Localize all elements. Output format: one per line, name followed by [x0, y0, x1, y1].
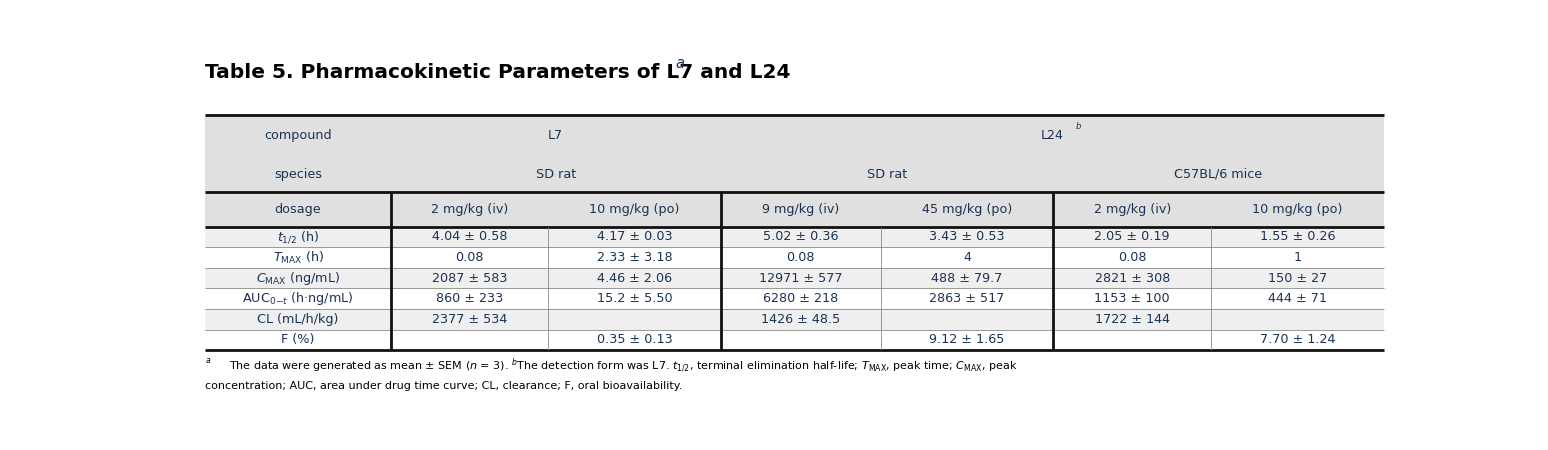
Bar [206, 268, 1384, 288]
Text: SD rat: SD rat [536, 168, 576, 180]
Text: 7.70 ± 1.24: 7.70 ± 1.24 [1260, 333, 1334, 346]
Bar [206, 309, 1384, 330]
Text: 2087 ± 583: 2087 ± 583 [432, 272, 508, 284]
Text: 1.55 ± 0.26: 1.55 ± 0.26 [1260, 230, 1334, 243]
Text: $\rm AUC_{0\!-\!{\it t}}$ (h·ng/mL): $\rm AUC_{0\!-\!{\it t}}$ (h·ng/mL) [241, 290, 354, 307]
Bar [206, 226, 1384, 247]
Text: 4.17 ± 0.03: 4.17 ± 0.03 [596, 230, 672, 243]
Text: $^a$: $^a$ [206, 356, 212, 366]
Text: 4.46 ± 2.06: 4.46 ± 2.06 [598, 272, 672, 284]
Text: 6280 ± 218: 6280 ± 218 [763, 292, 839, 305]
Text: 2863 ± 517: 2863 ± 517 [929, 292, 1005, 305]
Text: b: b [1076, 122, 1082, 131]
Text: 0.35 ± 0.13: 0.35 ± 0.13 [596, 333, 672, 346]
Text: F (%): F (%) [282, 333, 314, 346]
Text: 488 ± 79.7: 488 ± 79.7 [932, 272, 1003, 284]
Text: SD rat: SD rat [867, 168, 907, 180]
Text: 444 ± 71: 444 ± 71 [1268, 292, 1327, 305]
Text: 2 mg/kg (iv): 2 mg/kg (iv) [430, 203, 508, 216]
Text: 1426 ± 48.5: 1426 ± 48.5 [762, 313, 841, 326]
Text: 2.33 ± 3.18: 2.33 ± 3.18 [596, 251, 672, 264]
Text: 2.05 ± 0.19: 2.05 ± 0.19 [1094, 230, 1170, 243]
Text: 15.2 ± 5.50: 15.2 ± 5.50 [596, 292, 672, 305]
Text: $C_{\rm MAX}$ (ng/mL): $C_{\rm MAX}$ (ng/mL) [255, 270, 341, 287]
Text: L24: L24 [1040, 129, 1063, 142]
Bar [206, 330, 1384, 350]
Text: $T_{\rm MAX}$ (h): $T_{\rm MAX}$ (h) [272, 249, 324, 266]
Text: 1722 ± 144: 1722 ± 144 [1094, 313, 1170, 326]
Text: 12971 ± 577: 12971 ± 577 [759, 272, 842, 284]
Text: L7: L7 [548, 129, 563, 142]
Text: 45 mg/kg (po): 45 mg/kg (po) [923, 203, 1012, 216]
Text: a: a [676, 56, 684, 72]
Text: 2 mg/kg (iv): 2 mg/kg (iv) [1093, 203, 1170, 216]
Text: concentration; AUC, area under drug time curve; CL, clearance; F, oral bioavaila: concentration; AUC, area under drug time… [206, 382, 683, 392]
Text: 10 mg/kg (po): 10 mg/kg (po) [1252, 203, 1342, 216]
Text: CL (mL/h/kg): CL (mL/h/kg) [257, 313, 339, 326]
Text: The data were generated as mean $\pm$ SEM ($n$ = 3). $^b$The detection form was : The data were generated as mean $\pm$ SE… [229, 356, 1019, 375]
Text: species: species [274, 168, 322, 180]
Text: compound: compound [265, 129, 331, 142]
Bar [206, 115, 1384, 226]
Text: 2821 ± 308: 2821 ± 308 [1094, 272, 1170, 284]
Text: C57BL/6 mice: C57BL/6 mice [1175, 168, 1263, 180]
Text: 4.04 ± 0.58: 4.04 ± 0.58 [432, 230, 508, 243]
Text: 10 mg/kg (po): 10 mg/kg (po) [590, 203, 680, 216]
Text: 5.02 ± 0.36: 5.02 ± 0.36 [763, 230, 839, 243]
Text: 0.08: 0.08 [786, 251, 816, 264]
Text: Table 5. Pharmacokinetic Parameters of L7 and L24: Table 5. Pharmacokinetic Parameters of L… [206, 63, 791, 81]
Text: 9 mg/kg (iv): 9 mg/kg (iv) [762, 203, 839, 216]
Text: 1: 1 [1293, 251, 1302, 264]
Text: 2377 ± 534: 2377 ± 534 [432, 313, 508, 326]
Text: 9.12 ± 1.65: 9.12 ± 1.65 [929, 333, 1005, 346]
Text: dosage: dosage [274, 203, 322, 216]
Text: 860 ± 233: 860 ± 233 [435, 292, 503, 305]
Text: 0.08: 0.08 [455, 251, 483, 264]
Text: 1153 ± 100: 1153 ± 100 [1094, 292, 1170, 305]
Text: 4: 4 [963, 251, 971, 264]
Text: 0.08: 0.08 [1118, 251, 1147, 264]
Bar [206, 288, 1384, 309]
Text: $t_{1/2}$ (h): $t_{1/2}$ (h) [277, 229, 319, 245]
Text: 3.43 ± 0.53: 3.43 ± 0.53 [929, 230, 1005, 243]
Bar [206, 247, 1384, 268]
Text: 150 ± 27: 150 ± 27 [1268, 272, 1327, 284]
